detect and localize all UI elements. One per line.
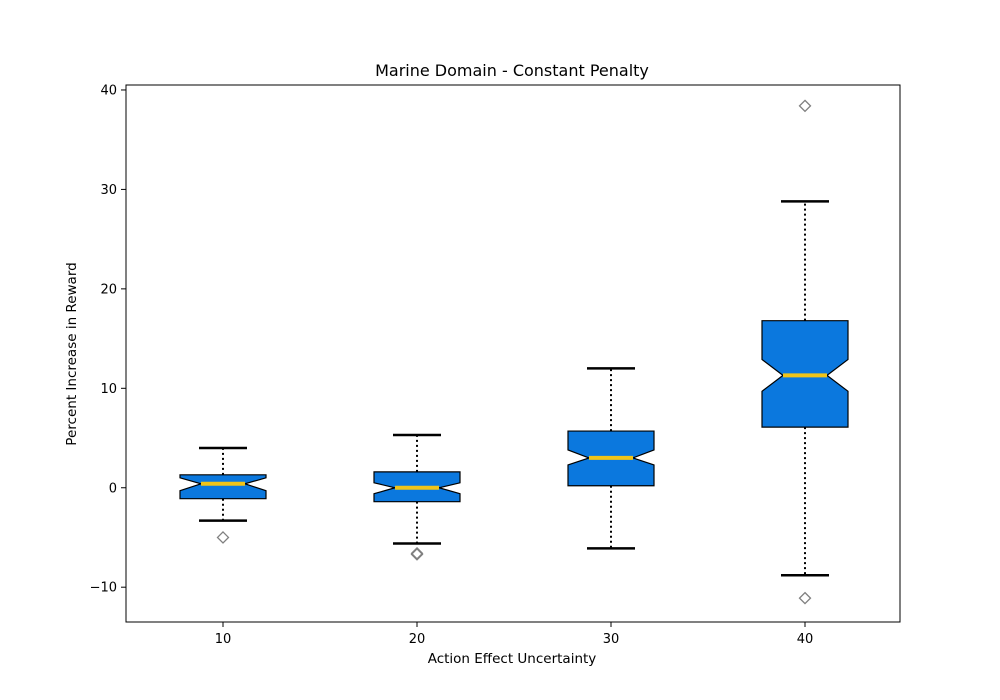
plot-frame (125, 84, 901, 623)
box-group-10 (179, 446, 267, 544)
axes: 10 20 30 40 −10 0 10 20 30 40 (90, 83, 814, 647)
x-axis-label: Action Effect Uncertainty (428, 651, 597, 667)
outlier-point (410, 546, 424, 560)
plot-area (179, 99, 849, 605)
y-tick-label: 0 (109, 481, 117, 496)
box-group-20 (373, 433, 461, 561)
outlier-point (798, 591, 812, 605)
x-tick-label: 40 (797, 632, 814, 647)
y-tick-label: 10 (100, 382, 117, 397)
box (179, 474, 267, 500)
outlier-point (410, 547, 424, 561)
y-tick-label: −10 (90, 581, 117, 596)
y-tick-label: 40 (100, 83, 117, 98)
box-group-40 (761, 99, 849, 605)
x-tick-label: 10 (215, 632, 232, 647)
y-axis-label: Percent Increase in Reward (64, 262, 80, 445)
chart-title: Marine Domain - Constant Penalty (375, 61, 649, 80)
x-tick-label: 30 (603, 632, 620, 647)
box-group-30 (567, 367, 655, 550)
y-tick-label: 30 (100, 183, 117, 198)
y-tick-label: 20 (100, 282, 117, 297)
outlier-point (216, 531, 230, 544)
outlier-point (798, 99, 812, 113)
x-tick-label: 20 (409, 632, 426, 647)
